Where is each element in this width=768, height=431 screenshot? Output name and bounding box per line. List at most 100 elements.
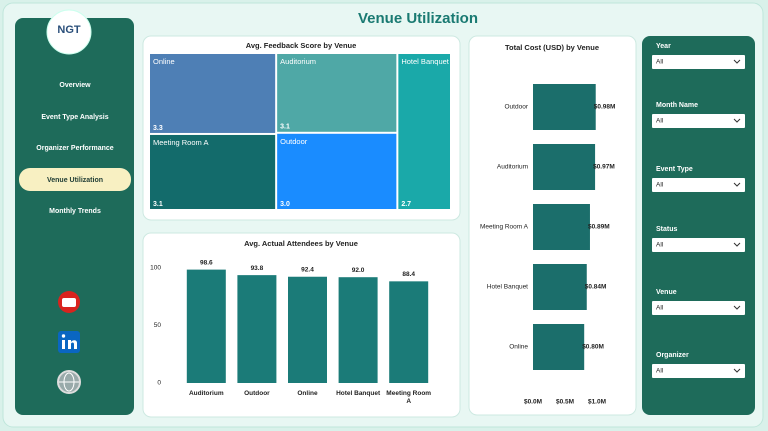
x-label-box: Meeting Room A [386, 390, 432, 405]
dropdown-box [652, 55, 745, 69]
x-tick-label: Hotel Banquet [336, 390, 381, 397]
dropdown-value: All [656, 305, 664, 312]
bar [533, 204, 590, 250]
dropdown-chevron [733, 242, 741, 247]
dropdown-chevron [733, 305, 741, 310]
bar [533, 264, 587, 310]
dropdown-chevron [733, 118, 741, 123]
bar [533, 144, 596, 190]
value-label: 88.4 [402, 271, 415, 278]
dropdown-chevron [733, 182, 741, 187]
y-tick-label: Online [509, 344, 528, 351]
treemap-cell [150, 54, 276, 133]
cell-label: Hotel Banquet [401, 57, 449, 66]
logo [46, 9, 92, 55]
cell-label: Meeting Room A [153, 138, 208, 147]
value-label: $0.89M [588, 224, 610, 231]
bar [237, 275, 277, 383]
nav-item[interactable]: Monthly Trends [49, 208, 101, 215]
cell-value: 2.7 [401, 201, 411, 208]
x-tick-label: $0.5M [556, 399, 574, 406]
bar [389, 281, 429, 383]
nav-item[interactable]: Venue Utilization [47, 177, 103, 184]
y-tick-label: 50 [154, 322, 162, 329]
dropdown-value: All [656, 242, 664, 249]
x-label-box: Hotel Banquet [336, 390, 381, 397]
chart-title: Avg. Feedback Score by Venue [246, 41, 357, 50]
bar [186, 269, 226, 383]
nav-item[interactable]: Event Type Analysis [41, 114, 108, 121]
dropdown-value: All [656, 182, 664, 189]
value-label: $0.98M [594, 104, 616, 111]
value-label: 92.4 [301, 266, 314, 273]
sidebar [15, 18, 134, 415]
chart-title: Total Cost (USD) by Venue [505, 43, 599, 52]
nav-active-pill [19, 168, 131, 191]
cell-label: Online [153, 57, 175, 66]
filter-label: Year [656, 43, 671, 50]
logo-text: NGT [57, 24, 81, 36]
y-tick-label: 0 [157, 380, 161, 387]
dropdown[interactable]: All [652, 364, 745, 378]
nav-item[interactable]: Organizer Performance [36, 145, 114, 152]
value-label: 92.0 [352, 267, 365, 274]
filter-label: Event Type [656, 166, 693, 173]
y-tick-label: Meeting Room A [480, 224, 529, 231]
dropdown[interactable]: All [652, 301, 745, 315]
web-icon[interactable] [57, 370, 81, 394]
x-tick-label: Auditorium [188, 390, 224, 397]
dropdown-box [652, 364, 745, 378]
filter-label: Status [656, 226, 678, 233]
cell-label: Outdoor [280, 137, 308, 146]
filter-label: Venue [656, 289, 677, 296]
dropdown-box [652, 301, 745, 315]
dropdown-box [652, 238, 745, 252]
dropdown-box [652, 114, 745, 128]
youtube-icon[interactable] [58, 291, 80, 313]
dropdown-value: All [656, 118, 664, 125]
value-label: 93.8 [251, 265, 264, 272]
linkedin-icon[interactable] [58, 331, 80, 353]
dropdown[interactable]: All [652, 55, 745, 69]
filter-panel [642, 36, 755, 415]
dropdown[interactable]: All [652, 178, 745, 192]
y-tick-label: Outdoor [505, 104, 529, 111]
y-tick-label: Auditorium [497, 164, 528, 171]
cell-label: Auditorium [280, 57, 316, 66]
filter-label: Organizer [656, 352, 689, 359]
x-tick-label: Meeting Room A [386, 390, 432, 405]
nav-item[interactable]: Overview [59, 82, 91, 89]
page-title: Venue Utilization [358, 10, 478, 27]
filter-label: Month Name [656, 102, 698, 109]
x-label-box: Outdoor [244, 390, 270, 397]
x-tick-label: Online [297, 390, 318, 397]
treemap-cell [277, 54, 397, 132]
value-label: $0.84M [585, 284, 607, 291]
dropdown[interactable]: All [652, 238, 745, 252]
x-tick-label: $1.0M [588, 399, 606, 406]
value-label: $0.97M [593, 164, 615, 171]
treemap-cell [398, 54, 450, 209]
x-label-box: Auditorium [188, 390, 224, 397]
value-label: $0.80M [582, 344, 604, 351]
y-tick-label: 100 [150, 265, 161, 272]
icon-shape [68, 340, 77, 349]
cell-value: 3.1 [280, 124, 290, 131]
treemap-cell [150, 134, 276, 209]
dropdown[interactable]: All [652, 114, 745, 128]
treemap-cell [277, 133, 397, 209]
cell-value: 3.1 [153, 201, 163, 208]
x-tick-label: Outdoor [244, 390, 270, 397]
y-tick-label: Hotel Banquet [487, 284, 528, 291]
dropdown-chevron [733, 59, 741, 64]
dropdown-box [652, 178, 745, 192]
cell-value: 3.3 [153, 125, 163, 132]
bar [533, 84, 596, 130]
x-tick-label: $0.0M [524, 399, 542, 406]
x-label-box: Online [297, 390, 318, 397]
bar [533, 324, 585, 370]
dropdown-chevron [733, 368, 741, 373]
dropdown-value: All [656, 368, 664, 375]
